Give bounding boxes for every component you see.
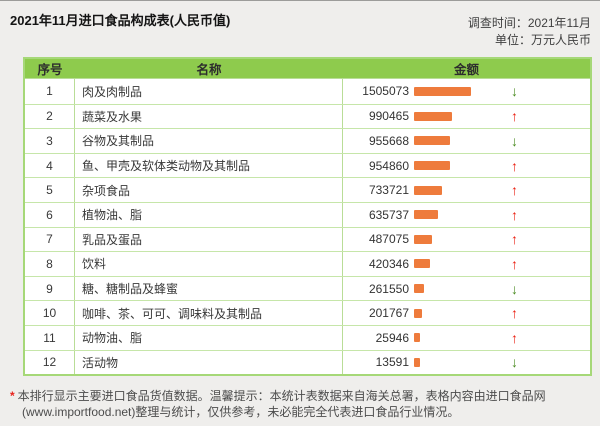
trend-up-arrow-icon: ↑ bbox=[511, 231, 518, 248]
row-seq: 1 bbox=[25, 79, 75, 104]
amount-bar bbox=[414, 333, 420, 343]
row-seq: 11 bbox=[25, 325, 75, 350]
row-amount: 487075 ↑ bbox=[343, 228, 590, 252]
row-seq: 6 bbox=[25, 202, 75, 227]
amount-value: 261550 bbox=[368, 281, 409, 296]
table-body: 1 肉及肉制品 1505073 ↓ 2 蔬菜及水果 990465 ↑ 3 谷物及… bbox=[25, 79, 590, 375]
amount-bar bbox=[414, 86, 471, 96]
row-amount: 261550 ↓ bbox=[343, 277, 590, 301]
amount-value: 635737 bbox=[368, 207, 409, 222]
header-amount: 金额 bbox=[453, 63, 479, 77]
header-seq: 序号 bbox=[37, 63, 63, 77]
row-seq: 5 bbox=[25, 178, 75, 202]
row-seq: 8 bbox=[25, 252, 75, 276]
amount-bar bbox=[414, 308, 422, 318]
amount-value: 420346 bbox=[368, 256, 409, 271]
row-name: 杂项食品 bbox=[75, 178, 343, 202]
amount-value: 487075 bbox=[368, 232, 409, 247]
row-name: 活动物 bbox=[75, 350, 343, 375]
meta-info: 调查时间：2021年11月 单位：万元人民币 bbox=[468, 15, 591, 49]
footnote-text: 本排行显示主要进口食品货值数据。温馨提示：本统计表数据来自海关总署，表格内容由进… bbox=[17, 389, 546, 419]
table-row: 10 咖啡、茶、可可、调味料及其制品 201767 ↑ bbox=[25, 300, 590, 325]
amount-value: 201767 bbox=[368, 306, 409, 321]
table-row: 3 谷物及其制品 955668 ↓ bbox=[25, 128, 590, 153]
amount-value: 13591 bbox=[375, 355, 409, 370]
row-seq: 9 bbox=[25, 276, 75, 301]
row-seq: 10 bbox=[25, 301, 75, 325]
row-amount: 13591 ↓ bbox=[343, 351, 590, 375]
row-seq: 3 bbox=[25, 129, 75, 153]
unit-label: 单位：万元人民币 bbox=[494, 33, 591, 47]
row-seq: 12 bbox=[25, 350, 75, 375]
trend-down-arrow-icon: ↓ bbox=[511, 132, 518, 149]
row-name: 蔬菜及水果 bbox=[75, 104, 343, 129]
table-row: 8 饮料 420346 ↑ bbox=[25, 251, 590, 276]
row-amount: 990465 ↑ bbox=[343, 105, 590, 129]
amount-bar bbox=[414, 210, 438, 220]
row-name: 植物油、脂 bbox=[75, 202, 343, 227]
amount-value: 990465 bbox=[368, 109, 409, 124]
amount-value: 955668 bbox=[368, 133, 409, 148]
trend-up-arrow-icon: ↑ bbox=[511, 157, 518, 174]
trend-down-arrow-icon: ↓ bbox=[511, 354, 518, 371]
row-amount: 1505073 ↓ bbox=[343, 79, 590, 104]
footnote-star-icon: * bbox=[10, 389, 15, 403]
amount-bar bbox=[414, 234, 432, 244]
header-name: 名称 bbox=[196, 63, 222, 77]
table-row: 9 糖、糖制品及蜂蜜 261550 ↓ bbox=[25, 275, 590, 301]
trend-up-arrow-icon: ↑ bbox=[511, 182, 518, 199]
row-name: 糖、糖制品及蜂蜜 bbox=[75, 276, 343, 301]
table-row: 12 活动物 13591 ↓ bbox=[25, 349, 590, 375]
table-header-row: 序号 名称 金额 bbox=[25, 59, 590, 79]
amount-bar bbox=[414, 185, 442, 195]
amount-value: 25946 bbox=[375, 330, 409, 345]
row-seq: 2 bbox=[25, 104, 75, 129]
trend-up-arrow-icon: ↑ bbox=[511, 329, 518, 346]
footnote: * 本排行显示主要进口食品货值数据。温馨提示：本统计表数据来自海关总署，表格内容由… bbox=[10, 388, 590, 420]
table-row: 5 杂项食品 733721 ↑ bbox=[25, 177, 590, 202]
row-name: 动物油、脂 bbox=[75, 325, 343, 350]
row-amount: 201767 ↑ bbox=[343, 301, 590, 325]
amount-value: 1505073 bbox=[362, 84, 409, 99]
amount-bar bbox=[414, 136, 450, 146]
trend-up-arrow-icon: ↑ bbox=[511, 305, 518, 322]
row-seq: 4 bbox=[25, 153, 75, 178]
trend-down-arrow-icon: ↓ bbox=[511, 280, 518, 297]
trend-down-arrow-icon: ↓ bbox=[511, 83, 518, 100]
table-row: 7 乳品及蛋品 487075 ↑ bbox=[25, 226, 590, 252]
amount-bar bbox=[414, 357, 420, 367]
table-row: 11 动物油、脂 25946 ↑ bbox=[25, 324, 590, 350]
row-name: 谷物及其制品 bbox=[75, 129, 343, 153]
amount-bar bbox=[414, 161, 450, 171]
row-name: 肉及肉制品 bbox=[75, 79, 343, 104]
trend-up-arrow-icon: ↑ bbox=[511, 108, 518, 125]
row-name: 饮料 bbox=[75, 252, 343, 276]
row-name: 咖啡、茶、可可、调味料及其制品 bbox=[75, 301, 343, 325]
row-amount: 25946 ↑ bbox=[343, 326, 590, 350]
row-name: 鱼、甲壳及软体类动物及其制品 bbox=[75, 153, 343, 178]
amount-value: 733721 bbox=[368, 183, 409, 198]
table-row: 1 肉及肉制品 1505073 ↓ bbox=[25, 79, 590, 104]
import-food-table: 序号 名称 金额 1 肉及肉制品 1505073 ↓ 2 蔬菜及水果 99046… bbox=[23, 57, 592, 377]
amount-bar bbox=[414, 259, 430, 269]
row-amount: 733721 ↑ bbox=[343, 178, 590, 202]
table-row: 2 蔬菜及水果 990465 ↑ bbox=[25, 103, 590, 129]
row-seq: 7 bbox=[25, 227, 75, 252]
trend-up-arrow-icon: ↑ bbox=[511, 255, 518, 272]
row-name: 乳品及蛋品 bbox=[75, 227, 343, 252]
table-row: 4 鱼、甲壳及软体类动物及其制品 954860 ↑ bbox=[25, 152, 590, 178]
amount-bar bbox=[414, 284, 424, 294]
survey-time: 调查时间：2021年11月 bbox=[467, 16, 591, 30]
trend-up-arrow-icon: ↑ bbox=[511, 206, 518, 223]
page-title: 2021年11月进口食品构成表(人民币值) bbox=[10, 13, 231, 28]
table-row: 6 植物油、脂 635737 ↑ bbox=[25, 201, 590, 227]
row-amount: 635737 ↑ bbox=[343, 203, 590, 227]
row-amount: 420346 ↑ bbox=[343, 252, 590, 276]
row-amount: 954860 ↑ bbox=[343, 154, 590, 178]
row-amount: 955668 ↓ bbox=[343, 129, 590, 153]
amount-bar bbox=[414, 111, 452, 121]
amount-value: 954860 bbox=[368, 158, 409, 173]
